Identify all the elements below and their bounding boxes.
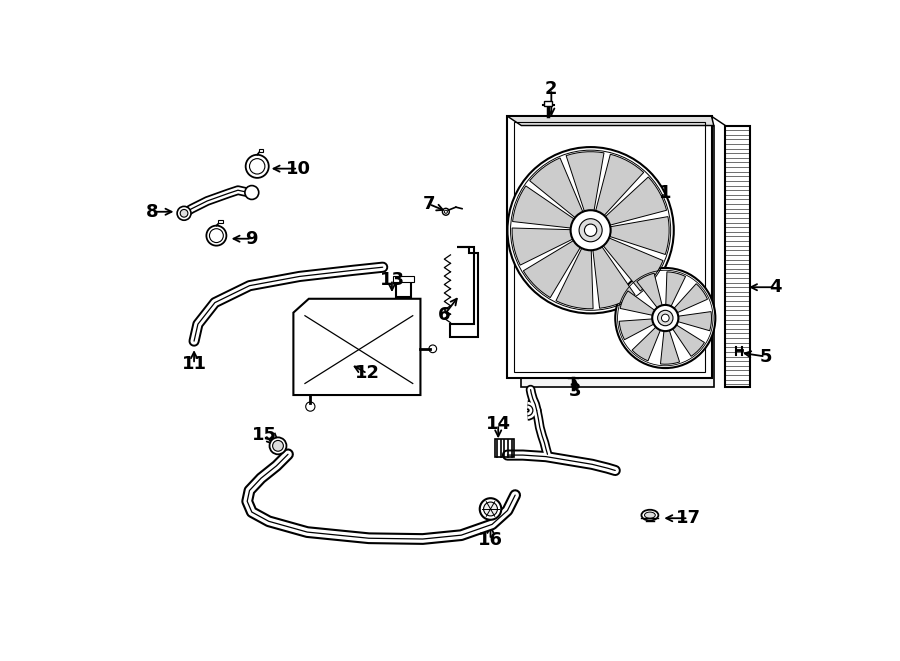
- Text: 11: 11: [182, 355, 207, 373]
- Polygon shape: [609, 217, 669, 254]
- Circle shape: [584, 224, 597, 237]
- Circle shape: [616, 268, 716, 368]
- Polygon shape: [632, 327, 661, 361]
- Text: 3: 3: [569, 382, 581, 400]
- Circle shape: [273, 440, 284, 451]
- Ellipse shape: [644, 512, 655, 518]
- Circle shape: [180, 210, 188, 217]
- Text: 9: 9: [246, 230, 258, 248]
- Circle shape: [177, 206, 191, 220]
- Bar: [508, 116, 712, 378]
- Polygon shape: [712, 116, 725, 126]
- Polygon shape: [637, 273, 662, 308]
- Polygon shape: [566, 152, 604, 212]
- Text: 13: 13: [380, 270, 404, 288]
- Circle shape: [652, 305, 679, 331]
- Text: 16: 16: [478, 531, 503, 549]
- Bar: [396, 280, 411, 297]
- Bar: [218, 220, 222, 223]
- Text: 12: 12: [355, 364, 380, 383]
- Polygon shape: [593, 247, 635, 308]
- Polygon shape: [508, 116, 714, 126]
- Bar: [521, 126, 714, 387]
- Circle shape: [662, 314, 670, 322]
- Polygon shape: [678, 311, 712, 330]
- Text: 4: 4: [770, 278, 782, 296]
- Bar: [495, 439, 514, 457]
- Text: 14: 14: [486, 415, 510, 433]
- Circle shape: [480, 498, 501, 520]
- Text: 2: 2: [545, 81, 558, 98]
- Circle shape: [658, 310, 673, 326]
- Bar: [393, 276, 413, 282]
- Polygon shape: [524, 241, 580, 297]
- Polygon shape: [661, 330, 680, 364]
- Text: 5: 5: [760, 348, 771, 366]
- Bar: [544, 101, 552, 106]
- Polygon shape: [620, 291, 654, 315]
- Text: 8: 8: [146, 203, 158, 221]
- Polygon shape: [606, 177, 667, 225]
- Circle shape: [483, 502, 498, 516]
- Circle shape: [206, 225, 227, 246]
- Polygon shape: [596, 154, 644, 215]
- Text: 7: 7: [423, 195, 436, 213]
- Circle shape: [269, 438, 286, 454]
- Text: 6: 6: [438, 306, 451, 324]
- Circle shape: [246, 155, 269, 178]
- Text: 17: 17: [676, 509, 701, 527]
- Circle shape: [579, 219, 602, 242]
- Polygon shape: [530, 158, 583, 217]
- Polygon shape: [674, 284, 707, 313]
- Circle shape: [571, 210, 610, 251]
- Ellipse shape: [642, 510, 659, 520]
- Circle shape: [508, 147, 674, 313]
- Polygon shape: [672, 325, 705, 356]
- Text: 15: 15: [252, 426, 277, 444]
- Polygon shape: [666, 272, 686, 306]
- Text: 10: 10: [285, 160, 310, 178]
- Polygon shape: [513, 186, 574, 228]
- Circle shape: [245, 186, 258, 200]
- Text: 1: 1: [659, 184, 671, 202]
- Polygon shape: [603, 238, 663, 291]
- Bar: [258, 149, 264, 152]
- Bar: [725, 126, 750, 387]
- Polygon shape: [556, 249, 593, 309]
- Bar: [514, 122, 706, 372]
- Polygon shape: [512, 228, 572, 265]
- Polygon shape: [619, 319, 653, 340]
- Polygon shape: [293, 299, 420, 395]
